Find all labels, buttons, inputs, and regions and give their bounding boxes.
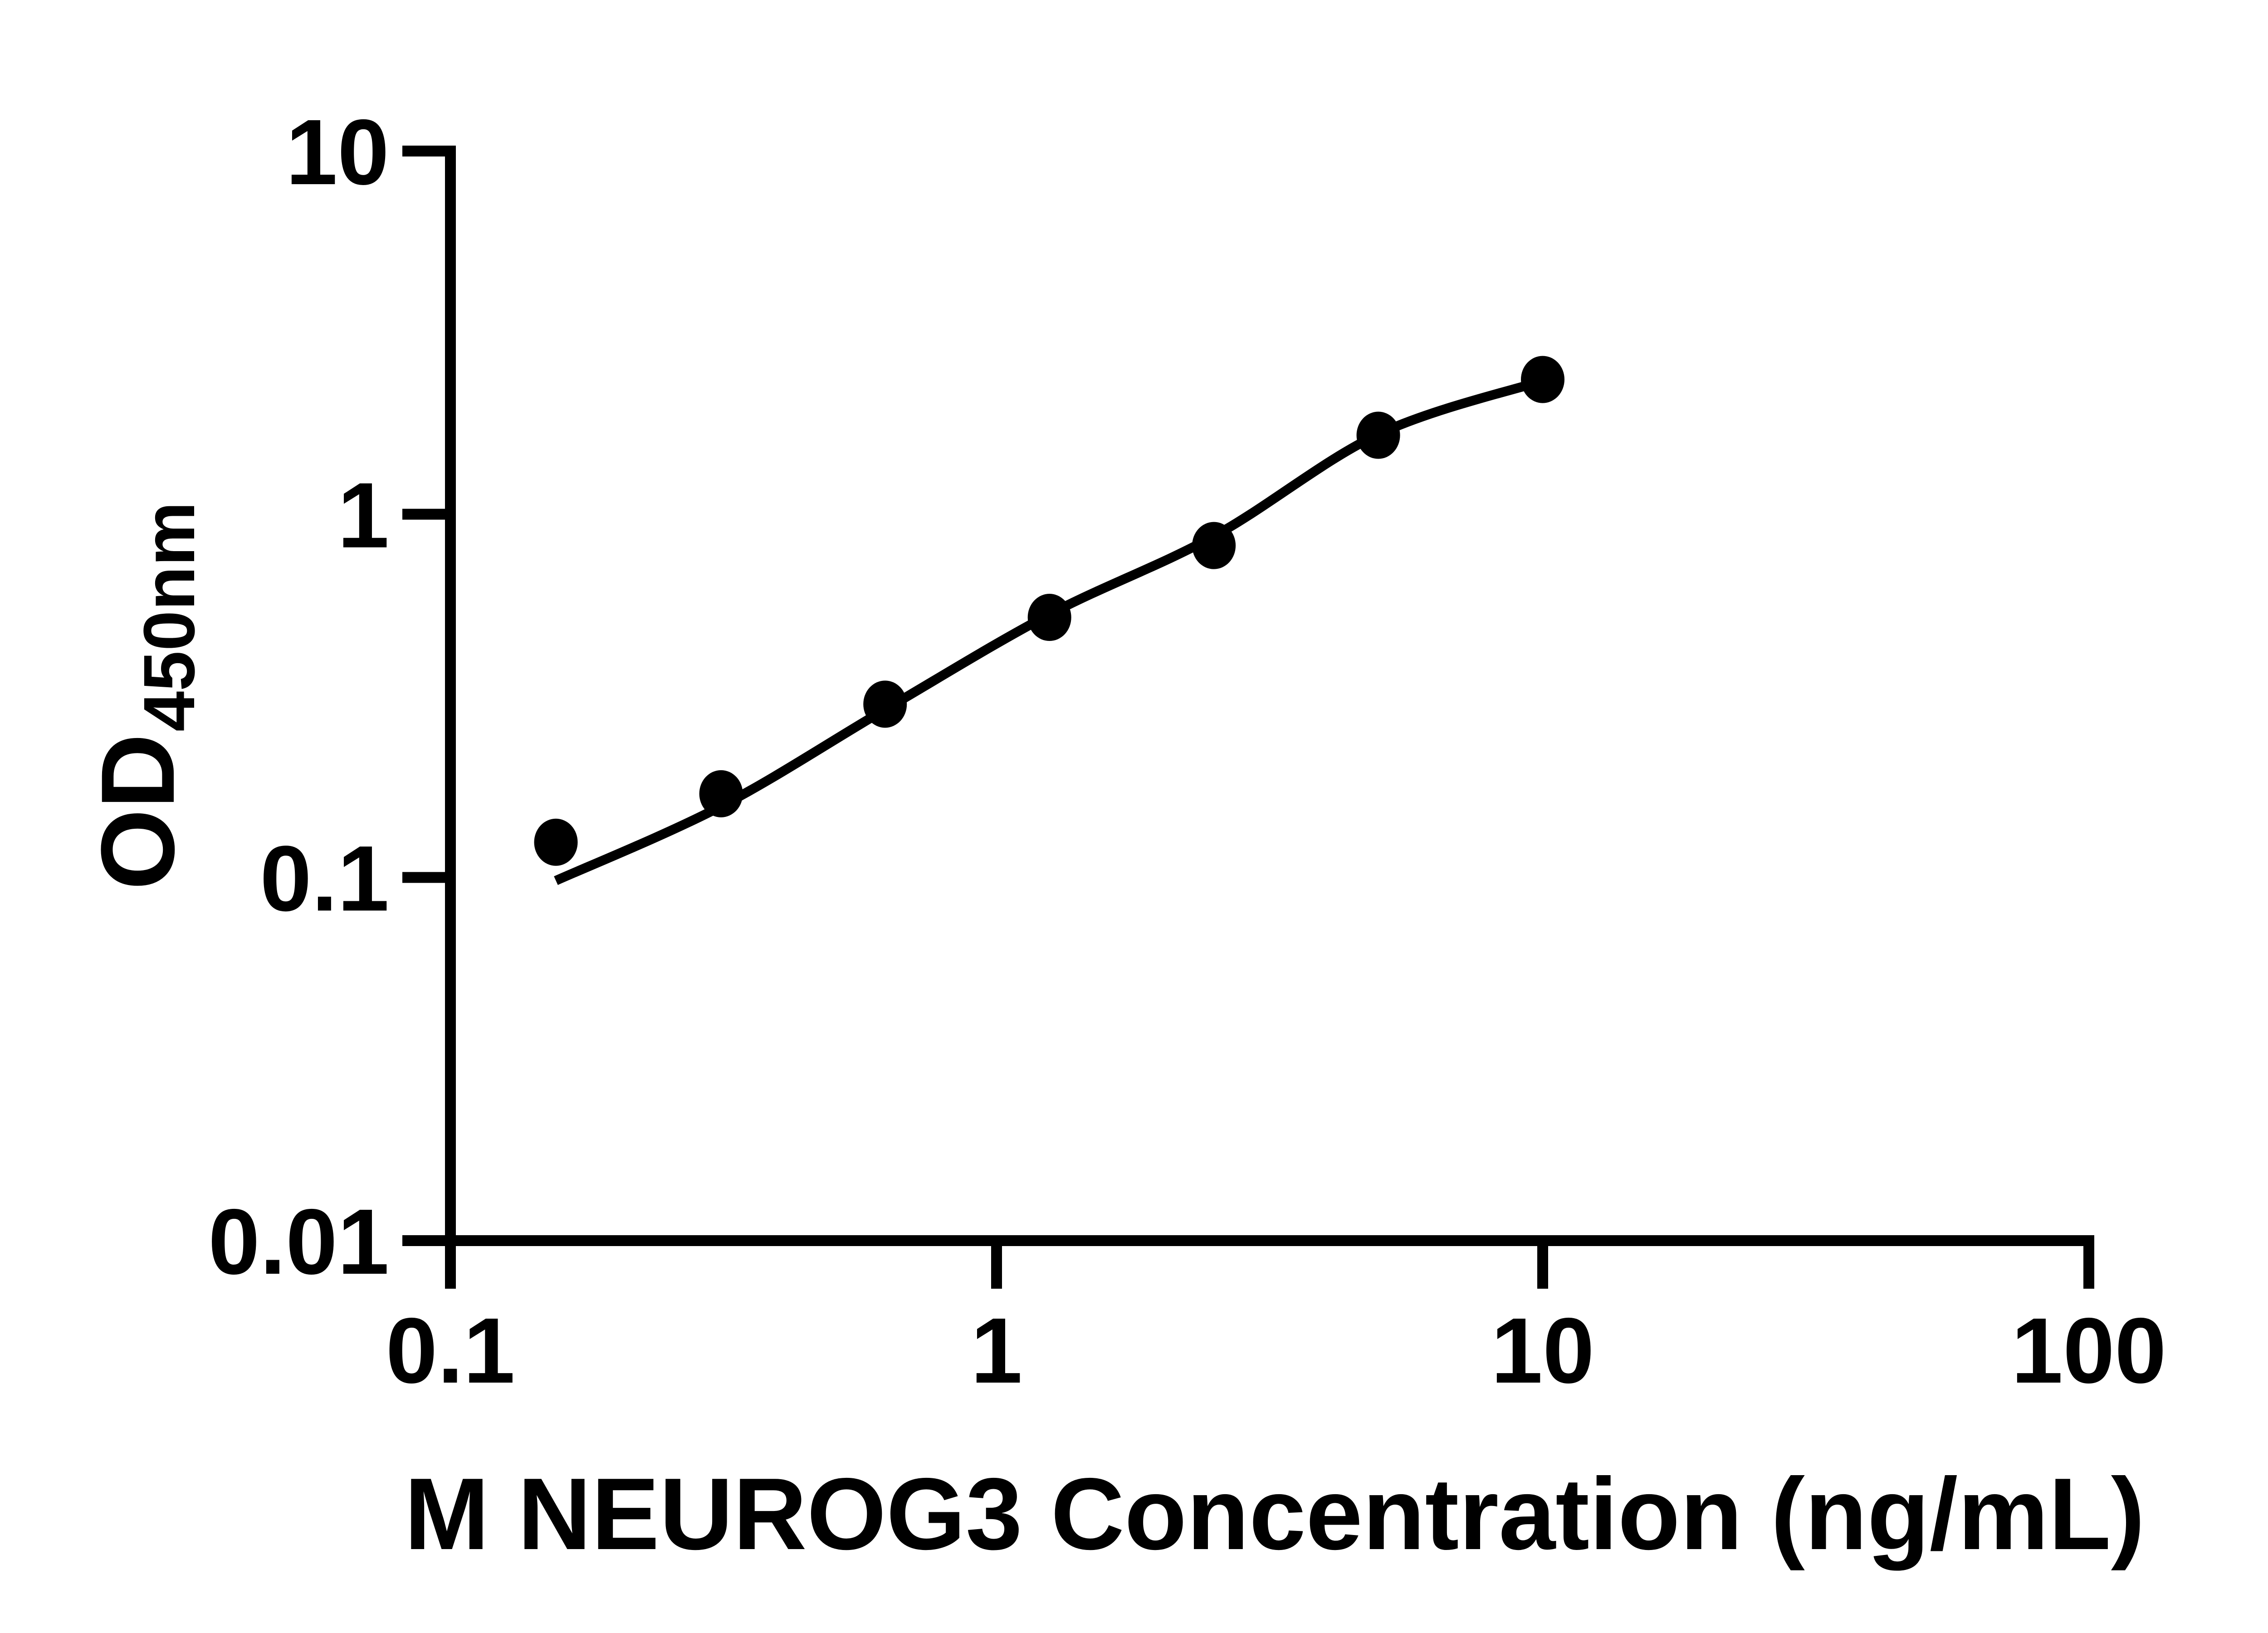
y-tick-label-1: 1 bbox=[337, 464, 389, 567]
x-tick-label-1: 1 bbox=[971, 1299, 1022, 1403]
x-tick-label-0.1: 0.1 bbox=[386, 1299, 515, 1403]
data-point-x10 bbox=[1521, 356, 1564, 403]
y-axis-title-subscript: 450nm bbox=[128, 502, 210, 732]
y-tick-label-10: 10 bbox=[286, 100, 389, 204]
data-point-x2.5 bbox=[1192, 522, 1236, 569]
data-point-x5 bbox=[1356, 411, 1400, 459]
ticks-layer bbox=[402, 146, 2094, 1289]
data-point-x0.313 bbox=[699, 770, 743, 817]
x-axis-title: M NEUROG3 Concentration (ng/mL) bbox=[404, 1457, 2145, 1571]
y-tick-label-0.1: 0.1 bbox=[260, 826, 389, 930]
series-layer bbox=[534, 356, 1564, 885]
y-axis-title-base: OD bbox=[79, 733, 196, 890]
x-tick-label-10: 10 bbox=[1491, 1299, 1594, 1403]
data-point-x0.156 bbox=[534, 818, 578, 866]
axes-layer bbox=[445, 146, 2094, 1246]
x-tick-label-100: 100 bbox=[2011, 1299, 2166, 1403]
y-tick-label-0.01: 0.01 bbox=[208, 1190, 389, 1294]
y-axis-title: OD 450nm bbox=[79, 502, 210, 890]
data-point-x0.625 bbox=[863, 680, 907, 728]
data-point-x1.25 bbox=[1027, 594, 1071, 641]
